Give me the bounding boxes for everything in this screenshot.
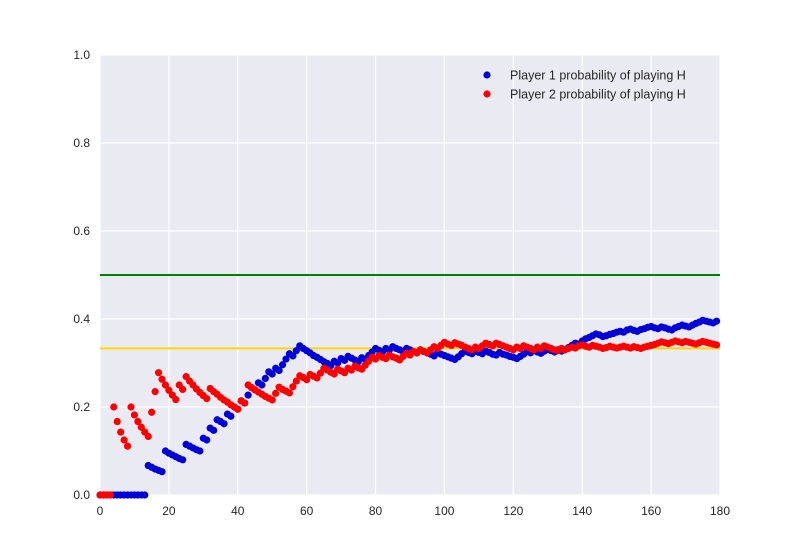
data-point	[203, 436, 211, 444]
data-point	[158, 375, 166, 383]
data-point	[261, 374, 269, 382]
x-tick-label: 120	[503, 504, 523, 518]
data-point	[712, 341, 721, 349]
x-tick-label: 20	[162, 504, 176, 518]
data-points	[96, 316, 721, 499]
x-tick-label: 140	[572, 504, 592, 518]
data-point	[179, 385, 187, 393]
legend-entry: Player 1 probability of playing H	[510, 69, 686, 83]
data-point	[161, 381, 170, 389]
data-point	[278, 361, 287, 369]
y-tick-label: 0.4	[73, 312, 90, 326]
data-point	[141, 491, 149, 499]
data-point	[268, 396, 276, 404]
data-point	[275, 366, 283, 375]
y-tick-label: 0.0	[73, 488, 90, 502]
x-tick-label: 0	[97, 504, 104, 518]
data-point	[268, 370, 276, 378]
y-axis-tick-labels: 0.0 0.2 0.4 0.6 0.8 1.0	[73, 48, 90, 502]
y-tick-label: 1.0	[73, 48, 90, 62]
data-point	[144, 432, 152, 441]
data-point	[196, 447, 204, 455]
data-point	[127, 403, 135, 411]
data-point	[123, 442, 132, 450]
data-point	[110, 403, 118, 411]
legend-marker	[483, 71, 491, 79]
data-point	[258, 381, 266, 389]
legend: Player 1 probability of playing H Player …	[483, 69, 686, 102]
data-point	[285, 389, 294, 397]
data-point	[210, 426, 218, 434]
data-point	[113, 417, 121, 426]
data-point	[134, 417, 142, 426]
data-point	[227, 412, 235, 420]
data-point	[106, 491, 114, 499]
data-point	[241, 399, 249, 407]
data-point	[712, 317, 721, 325]
data-point	[220, 420, 228, 428]
data-point	[117, 428, 125, 436]
data-point	[148, 408, 156, 416]
data-point	[272, 389, 280, 397]
x-tick-label: 160	[641, 504, 661, 518]
data-point	[154, 369, 163, 377]
data-point	[158, 468, 166, 476]
data-point	[289, 352, 297, 360]
data-point	[179, 456, 187, 464]
x-tick-label: 60	[300, 504, 314, 518]
legend-marker	[483, 90, 491, 98]
y-tick-label: 0.8	[73, 136, 90, 150]
data-point	[289, 383, 297, 391]
x-tick-label: 40	[231, 504, 245, 518]
data-point	[303, 376, 311, 384]
data-point	[172, 395, 180, 404]
x-tick-label: 100	[434, 504, 454, 518]
data-point	[130, 411, 139, 419]
x-tick-label: 80	[369, 504, 383, 518]
legend-entry: Player 2 probability of playing H	[510, 88, 686, 102]
x-tick-label: 180	[710, 504, 730, 518]
data-point	[151, 388, 159, 396]
x-axis-tick-labels: 0 20 40 60 80 100 120 140 160 180	[97, 504, 731, 518]
series-2	[96, 337, 721, 499]
data-point	[282, 355, 290, 363]
data-point	[120, 436, 128, 444]
y-tick-label: 0.2	[73, 400, 90, 414]
y-tick-label: 0.6	[73, 224, 90, 238]
data-point	[203, 395, 211, 403]
data-point	[244, 391, 252, 399]
data-point	[292, 377, 300, 385]
data-point	[234, 405, 242, 413]
